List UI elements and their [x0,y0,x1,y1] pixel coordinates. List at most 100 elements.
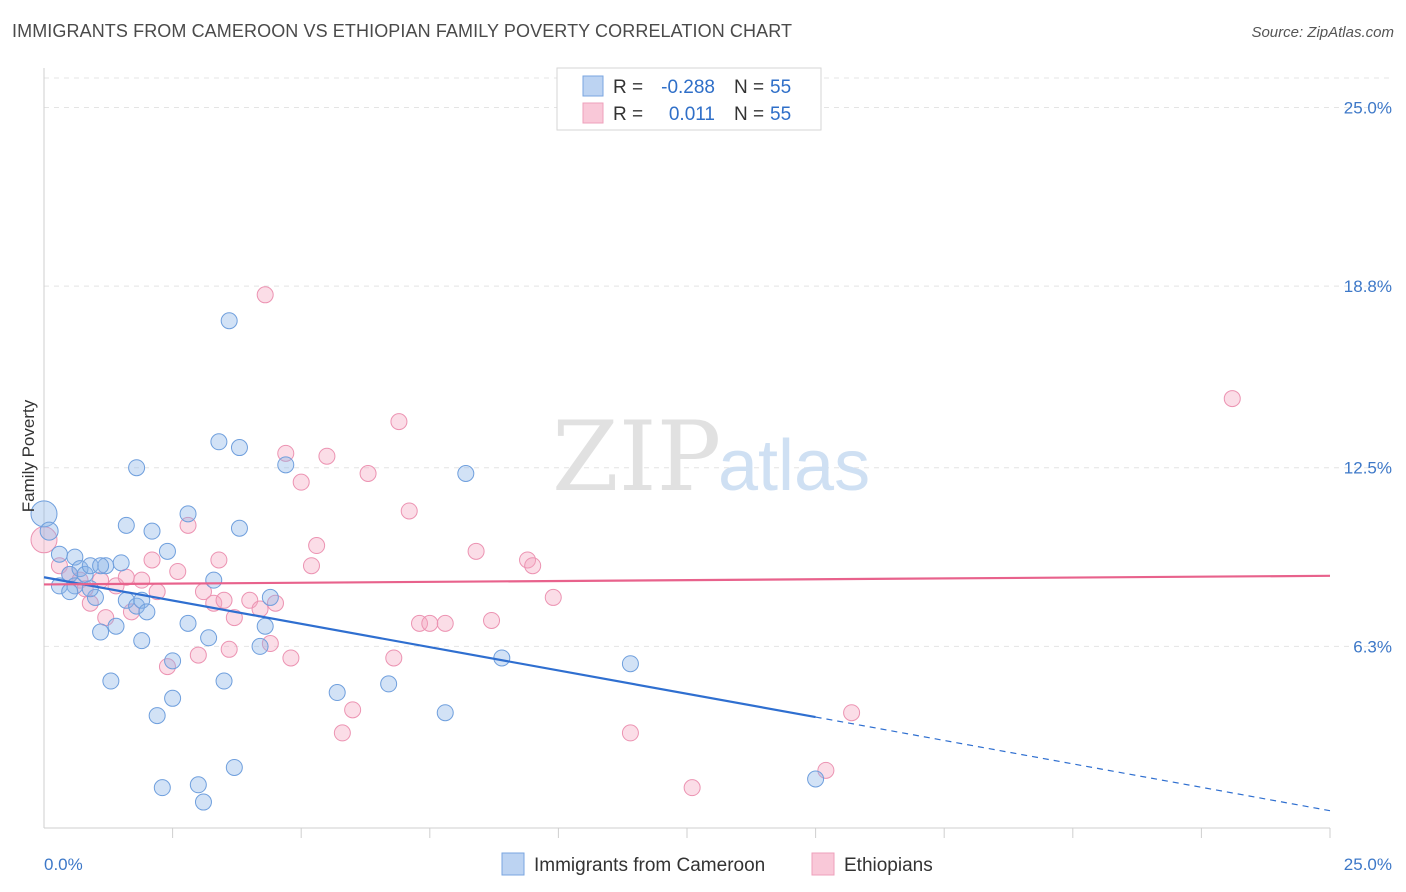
point-cameroon-49 [807,770,825,788]
point-cameroon-17 [117,516,135,534]
point-ethiopians-11 [133,571,151,589]
axes [43,68,1331,838]
point-cameroon-13 [102,672,120,690]
legend-r-value-ethiopians: 0.011 [669,104,715,125]
series-swatch-cameroon [501,852,525,876]
point-ethiopians-27 [277,444,295,462]
point-ethiopians-33 [333,724,351,742]
point-cameroon-43 [328,684,346,702]
point-cameroon-25 [158,542,176,560]
stats-legend: R = -0.288 N = 55 R = 0.011 N = 55 [556,67,822,131]
point-cameroon-48 [621,655,639,673]
point-ethiopians-35 [359,464,377,482]
watermark: ZIP atlas [552,401,870,513]
point-ethiopians-30 [302,557,320,575]
legend-n-value-ethiopians: 55 [770,104,791,125]
point-cameroon-54 [179,505,197,523]
legend-n-label-ethiopians: N = [734,104,764,125]
legend-n-label-cameroon: N = [734,77,764,98]
point-cameroon-2 [50,545,68,563]
point-cameroon-29 [189,776,207,794]
chart-source: Source: ZipAtlas.com [1251,24,1394,41]
legend-n-value-cameroon: 55 [770,77,791,98]
point-cameroon-45 [436,704,454,722]
point-ethiopians-42 [467,542,485,560]
point-ethiopians-49 [683,779,701,797]
point-cameroon-39 [251,637,269,655]
point-cameroon-53 [61,583,79,601]
point-cameroon-46 [457,464,475,482]
point-ethiopians-21 [220,640,238,658]
series-swatch-ethiopians [811,852,835,876]
trend-line-ethiopians [43,574,1331,586]
point-ethiopians-34 [344,701,362,719]
point-ethiopians-36 [385,649,403,667]
point-ethiopians-40 [421,614,439,632]
point-cameroon-9 [81,557,99,575]
point-ethiopians-41 [436,614,454,632]
x-tick-left: 0.0% [44,855,83,874]
point-cameroon-0 [30,500,58,528]
point-cameroon-50 [128,459,146,477]
chart-title: IMMIGRANTS FROM CAMEROON VS ETHIOPIAN FA… [12,21,793,41]
trend-lines [43,574,1331,812]
y-tick-label-1: 12.5% [1344,459,1392,478]
point-ethiopians-37 [390,413,408,431]
point-ethiopians-32 [318,447,336,465]
watermark-atlas: atlas [718,426,870,506]
series-label-cameroon: Immigrants from Cameroon [534,855,765,876]
point-ethiopians-38 [400,502,418,520]
legend-r-label-cameroon: R = [613,77,643,98]
y-tick-label-2: 18.8% [1344,277,1392,296]
point-cameroon-31 [200,629,218,647]
legend-r-value-cameroon: -0.288 [661,77,715,98]
point-ethiopians-43 [483,611,501,629]
point-ethiopians-31 [308,537,326,555]
point-cameroon-22 [143,522,161,540]
point-cameroon-40 [256,617,274,635]
point-cameroon-26 [164,689,182,707]
point-ethiopians-20 [210,551,228,569]
series-label-ethiopians: Ethiopians [844,855,933,876]
point-ethiopians-39 [411,614,429,632]
legend-swatch-ethiopians [582,102,604,124]
point-ethiopians-52 [1223,390,1241,408]
point-cameroon-34 [215,672,233,690]
point-cameroon-11 [92,623,110,641]
point-cameroon-24 [153,779,171,797]
point-cameroon-52 [92,557,110,575]
point-cameroon-3 [50,577,68,595]
point-cameroon-28 [179,614,197,632]
point-cameroon-19 [133,632,151,650]
series-legend: Immigrants from Cameroon Ethiopians [501,852,933,876]
point-ethiopians-15 [169,562,187,580]
legend-swatch-cameroon [582,75,604,97]
legend-r-label-ethiopians: R = [613,104,643,125]
point-cameroon-44 [380,675,398,693]
point-ethiopians-53 [256,286,274,304]
y-tick-labels: 6.3% 12.5% 18.8% 25.0% [1344,98,1392,656]
point-cameroon-1 [39,521,59,541]
data-points [30,98,1241,811]
point-ethiopians-28 [282,649,300,667]
point-cameroon-23 [148,707,166,725]
point-ethiopians-46 [544,588,562,606]
y-axis-label: Family Poverty [19,399,38,512]
point-cameroon-36 [225,758,243,776]
point-ethiopians-12 [143,551,161,569]
point-cameroon-38 [230,519,248,537]
point-cameroon-27 [164,652,182,670]
point-ethiopians-25 [261,635,279,653]
point-ethiopians-22 [225,609,243,627]
trend-line-cameroon-projection [815,716,1331,812]
point-ethiopians-45 [524,557,542,575]
point-cameroon-35 [220,312,238,330]
point-cameroon-21 [138,603,156,621]
point-cameroon-33 [210,433,228,451]
point-ethiopians-54 [215,591,233,609]
y-tick-label-0: 6.3% [1353,637,1392,656]
point-cameroon-14 [107,617,125,635]
point-cameroon-41 [261,588,279,606]
point-cameroon-42 [277,456,295,474]
